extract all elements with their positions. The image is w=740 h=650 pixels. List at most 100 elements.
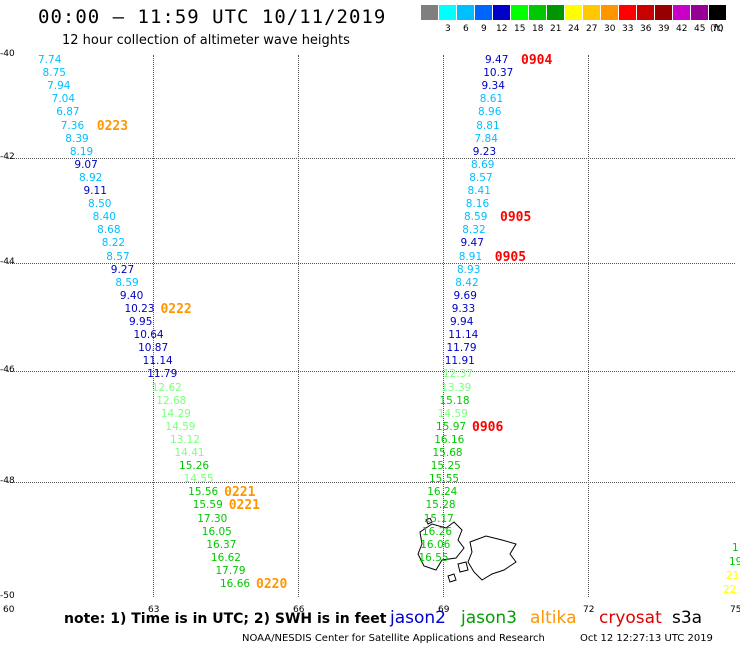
legend-swatch [439,5,456,20]
wave-height-value: 7.84 [474,132,498,145]
wave-height-value: 8.68 [97,224,121,237]
wave-height-value: 8.81 [476,119,500,132]
wave-height-value: 10.64 [133,329,164,342]
wave-height-value: 7.74 [38,54,62,66]
wave-height-value: 21. [726,570,740,582]
wave-height-value: 9.11 [83,185,107,197]
satellite-name: cryosat [599,608,662,628]
wave-height-value: 13.39 [441,381,472,394]
wave-height-value: 15.68 [432,447,463,459]
satellite-name: jason2 [390,608,446,628]
wave-height-value: 9.47 [485,54,509,66]
wave-height-value: 8.69 [471,158,495,171]
legend-label: 42 [676,24,688,34]
meridian-line [443,55,444,597]
wave-height-value: 8.22 [101,237,126,250]
wave-height-value: 11.14 [142,355,173,368]
y-tick-label: -48 [0,476,15,486]
wave-height-value: 22.0 [723,584,740,596]
wave-height-value: 16.26 [422,525,453,538]
legend-swatch [601,5,618,20]
units-note: note: 1) Time is in UTC; 2) SWH is in fe… [64,611,387,627]
wave-height-value: 11.91 [444,355,475,368]
wave-height-value: 8.96 [478,106,502,119]
legend-label: 3 [445,24,451,34]
legend-swatch [565,5,582,20]
wave-height-value: 9.33 [451,302,476,315]
legend-label: 45 [694,24,706,34]
wave-height-value: 16.62 [210,551,241,564]
legend-swatch [673,5,690,20]
legend-swatch [691,5,708,20]
wave-height-value: 16.06 [420,538,451,551]
meridian-line [298,55,299,597]
wave-height-value: 15.97 [436,420,467,433]
credit-line: NOAA/NESDIS Center for Satellite Applica… [242,633,545,644]
wave-height-value: 9.47 [460,237,484,250]
wave-height-value: 8.41 [467,185,491,197]
wave-height-value: 10.87 [138,342,169,355]
wave-height-value: 15.26 [179,460,210,473]
wave-height-value: 12.37 [443,368,474,381]
wave-height-value: 15.18 [439,394,470,407]
wave-height-value: 8.19 [69,145,94,158]
legend-label: 21 [550,24,562,34]
legend-swatch [637,5,654,20]
wave-height-value: 16.55 [418,551,449,564]
satellite-name: altika [530,608,577,628]
parallel-line [8,482,735,483]
wave-height-value: 9.27 [110,263,135,276]
wave-height-value: 8.57 [106,250,130,263]
wave-height-value: 15.17 [423,512,454,525]
wave-height-value: 14.59 [437,407,468,420]
wave-height-value: 7.36 [60,119,85,132]
generated-time: Oct 12 12:27:13 UTC 2019 [580,633,713,644]
legend-swatch [655,5,672,20]
wave-height-value: 14.59 [165,420,196,433]
pass-time-label: 0223 [96,118,129,134]
legend-swatch [547,5,564,20]
wave-height-value: 8.32 [462,224,486,237]
x-tick-label: 63 [148,605,160,615]
wave-height-value: 8.59 [115,276,139,289]
wave-height-value: 16.16 [434,433,465,446]
legend-swatch [457,5,474,20]
wave-height-value: 9.94 [450,316,474,328]
x-tick-label: 72 [583,605,595,615]
parallel-line [8,263,735,264]
legend-label: 18 [532,24,544,34]
legend-swatch [421,5,438,20]
wave-height-value: 8.61 [479,93,504,106]
satellite-name: jason3 [461,608,517,628]
wave-height-value: 15.55 [429,473,460,486]
wave-height-value: 8.39 [65,132,89,145]
falkland-islands-coastline [417,518,517,583]
wave-height-value: 15.28 [425,499,456,512]
wave-height-value: 8.42 [455,276,479,289]
legend-swatch [475,5,492,20]
pass-time-label: 0220 [256,577,288,592]
legend-label: 27 [586,24,598,34]
pass-time-label: 0222 [160,301,192,317]
pass-time-label: 0905 [494,249,527,265]
legend-swatch [493,5,510,20]
x-tick-label: 75 [730,605,740,615]
legend-swatch [511,5,528,20]
wave-height-value: 10.23 [124,302,155,315]
legend-label: 9 [481,24,487,34]
legend-label: 70 [712,24,724,34]
wave-height-value: 11.14 [448,329,479,342]
wave-height-value: 17.30 [197,512,228,525]
wave-height-value: 12.62 [151,381,182,394]
wave-height-value: 8.93 [457,263,481,276]
wave-height-value: 16.05 [201,525,232,538]
wave-height-value: 12.68 [156,394,187,407]
x-tick-label: 60 [3,605,15,615]
wave-height-value: 8.92 [78,171,103,184]
wave-height-value: 15.59 [192,499,223,512]
wave-height-value: 14.55 [183,473,214,486]
pass-time-label: 0906 [472,419,504,435]
wave-height-value: 8.59 [464,211,488,224]
wave-height-value: 17.79 [215,564,246,577]
wave-height-value: 8.75 [42,67,66,80]
